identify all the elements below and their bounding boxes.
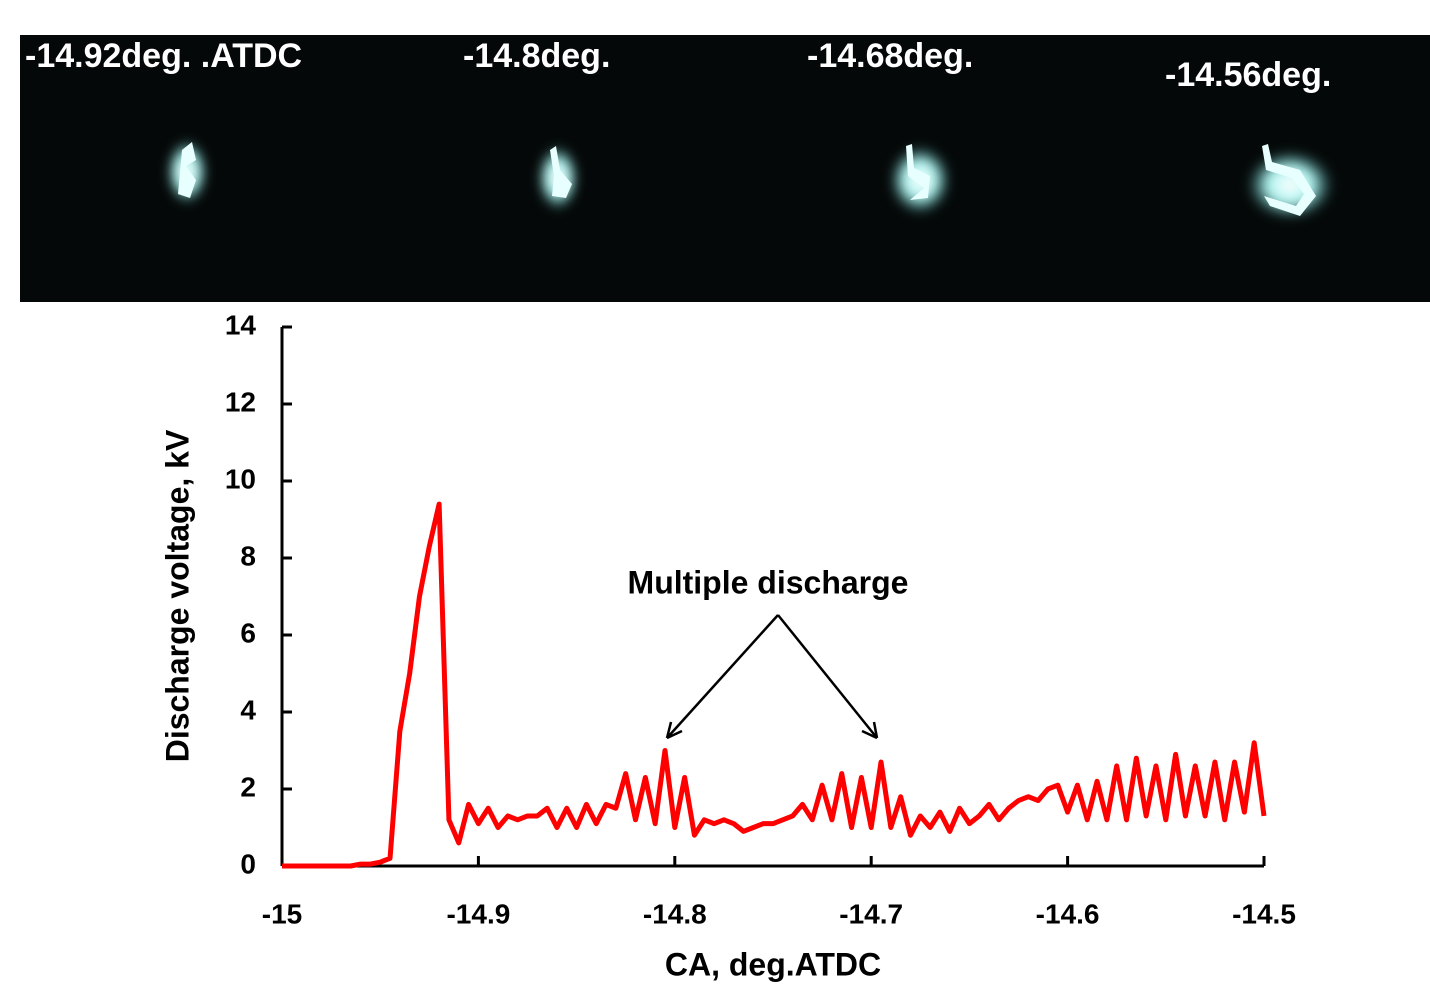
y-tick-label: 10 (225, 463, 256, 494)
arrow (666, 614, 779, 739)
arrow-head (665, 721, 683, 740)
x-tick-label: -15 (262, 898, 302, 929)
spark (550, 146, 572, 198)
y-tick-label: 6 (240, 617, 256, 648)
annotation: Multiple discharge (628, 564, 909, 600)
spark (1262, 144, 1316, 216)
y-tick-label: 0 (240, 848, 256, 879)
arrow (777, 614, 878, 739)
arrow-head (861, 721, 879, 740)
photo-label: -14.92deg. .ATDC (25, 37, 302, 75)
spark (178, 142, 196, 198)
y-tick-label: 14 (225, 309, 257, 340)
x-axis-label: CA, deg.ATDC (665, 946, 881, 982)
photo-label: -14.68deg. (807, 37, 973, 75)
spark (906, 144, 930, 200)
data-line (282, 501, 1267, 869)
y-tick-label: 4 (240, 694, 256, 725)
x-tick-label: -14.7 (839, 898, 903, 929)
photo-strip (20, 35, 1430, 302)
photo-label: -14.56deg. (1165, 56, 1331, 94)
annotation-arrows (665, 614, 879, 740)
x-tick-label: -14.6 (1036, 898, 1100, 929)
photo-label: -14.8deg. (463, 37, 610, 75)
x-tick-label: -14.8 (643, 898, 707, 929)
y-axis-label: Discharge voltage, kV (159, 429, 195, 762)
x-tick-label: -14.9 (446, 898, 510, 929)
x-tick-label: -14.5 (1232, 898, 1296, 929)
spark-images (165, 138, 1335, 221)
y-tick-label: 2 (240, 771, 256, 802)
y-tick-label: 12 (225, 386, 256, 417)
y-tick-label: 8 (240, 540, 256, 571)
